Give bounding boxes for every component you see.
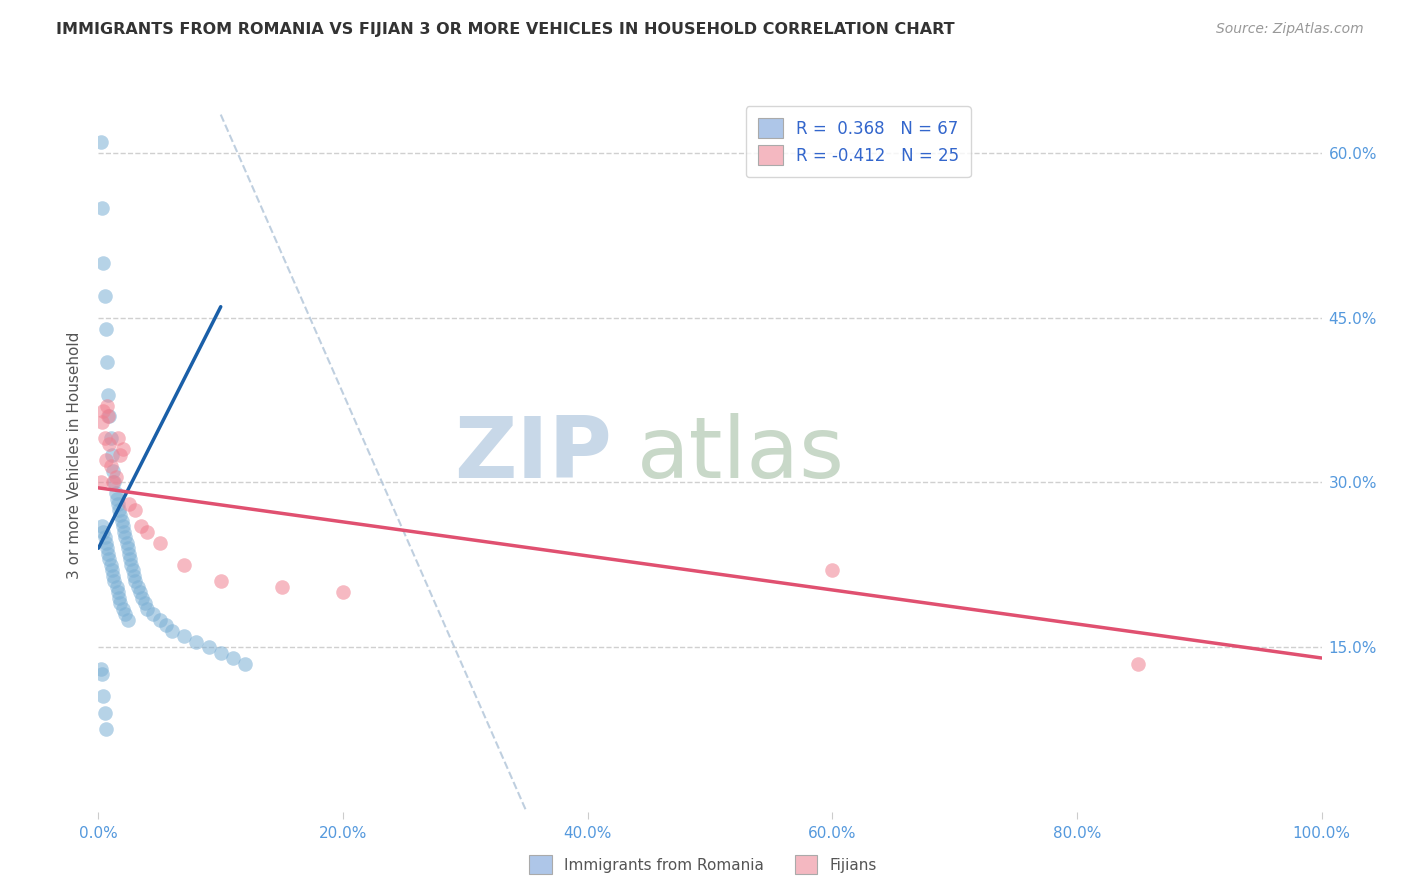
Point [101, 464, 124, 478]
Point [209, 574, 232, 589]
Point [173, 558, 195, 572]
Point [111, 514, 134, 528]
Point [117, 613, 139, 627]
Point [96, 354, 118, 368]
Point [90, 475, 112, 490]
Point [142, 607, 165, 621]
Point [105, 491, 128, 506]
Point [155, 618, 177, 632]
Point [94, 723, 117, 737]
Text: ZIP: ZIP [454, 413, 612, 497]
Point [93, 530, 115, 544]
Point [332, 585, 354, 599]
Point [101, 563, 124, 577]
Point [108, 503, 131, 517]
Point [93, 432, 115, 446]
Point [149, 613, 172, 627]
Point [118, 497, 141, 511]
Point [173, 629, 195, 643]
Point [129, 585, 152, 599]
Point [97, 387, 120, 401]
Point [107, 497, 129, 511]
Point [111, 442, 134, 457]
Point [114, 530, 136, 544]
Point [111, 601, 134, 615]
Point [94, 535, 117, 549]
Point [136, 524, 159, 539]
Point [98, 552, 121, 566]
Point [103, 574, 125, 589]
Point [91, 690, 114, 704]
Point [101, 568, 124, 582]
Point [97, 409, 120, 424]
Point [134, 596, 156, 610]
Y-axis label: 3 or more Vehicles in Household: 3 or more Vehicles in Household [67, 331, 83, 579]
Point [209, 646, 232, 660]
Point [96, 399, 118, 413]
Point [101, 475, 124, 490]
Point [120, 558, 142, 572]
Point [114, 607, 136, 621]
Point [93, 289, 115, 303]
Point [124, 503, 146, 517]
Point [115, 535, 138, 549]
Point [91, 256, 114, 270]
Point [101, 448, 124, 462]
Point [90, 135, 112, 149]
Point [117, 541, 139, 556]
Point [129, 519, 152, 533]
Point [121, 563, 143, 577]
Point [122, 568, 145, 582]
Point [91, 201, 114, 215]
Point [91, 524, 114, 539]
Point [127, 580, 149, 594]
Point [124, 574, 146, 589]
Point [100, 458, 122, 473]
Point [103, 475, 125, 490]
Point [186, 634, 208, 648]
Point [91, 415, 114, 429]
Legend: Immigrants from Romania, Fijians: Immigrants from Romania, Fijians [523, 849, 883, 880]
Text: atlas: atlas [637, 413, 845, 497]
Point [98, 409, 121, 424]
Point [110, 508, 132, 523]
Point [160, 624, 183, 638]
Point [821, 563, 844, 577]
Point [91, 404, 114, 418]
Point [110, 448, 132, 462]
Point [222, 651, 245, 665]
Point [93, 706, 115, 720]
Legend: R =  0.368   N = 67, R = -0.412   N = 25: R = 0.368 N = 67, R = -0.412 N = 25 [747, 106, 970, 178]
Point [96, 541, 118, 556]
Point [97, 547, 120, 561]
Point [111, 519, 134, 533]
Point [1128, 657, 1150, 671]
Point [104, 470, 127, 484]
Point [94, 453, 117, 467]
Point [270, 580, 294, 594]
Point [94, 321, 117, 335]
Point [91, 519, 114, 533]
Point [118, 547, 141, 561]
Point [120, 552, 142, 566]
Point [131, 591, 153, 605]
Point [105, 580, 128, 594]
Point [98, 437, 121, 451]
Point [104, 486, 127, 500]
Point [233, 657, 256, 671]
Point [107, 585, 129, 599]
Point [108, 591, 131, 605]
Point [90, 662, 112, 676]
Point [100, 558, 122, 572]
Point [107, 432, 129, 446]
Point [100, 432, 122, 446]
Text: Source: ZipAtlas.com: Source: ZipAtlas.com [1216, 22, 1364, 37]
Text: IMMIGRANTS FROM ROMANIA VS FIJIAN 3 OR MORE VEHICLES IN HOUSEHOLD CORRELATION CH: IMMIGRANTS FROM ROMANIA VS FIJIAN 3 OR M… [56, 22, 955, 37]
Point [197, 640, 219, 654]
Point [112, 524, 135, 539]
Point [110, 596, 132, 610]
Point [91, 667, 114, 681]
Point [136, 601, 159, 615]
Point [149, 535, 172, 549]
